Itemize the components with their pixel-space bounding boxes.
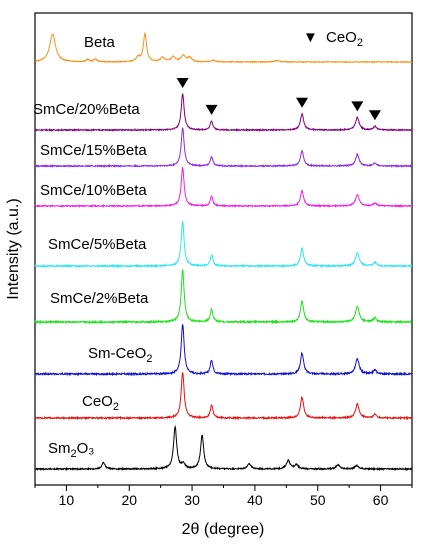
series-label: SmCe/10%Beta bbox=[40, 182, 147, 199]
series-label: CeO2 bbox=[82, 393, 119, 413]
series-8: Sm2O₃ bbox=[34, 425, 413, 472]
ceo2-peak-marker bbox=[205, 104, 218, 115]
x-tick-label: 10 bbox=[59, 492, 75, 508]
series-5: SmCe/2%Beta bbox=[34, 268, 413, 325]
series-label: SmCe/20%Beta bbox=[33, 101, 140, 118]
series-line bbox=[34, 220, 413, 269]
series-label: SmCe/15%Beta bbox=[40, 142, 147, 159]
series-7: CeO2 bbox=[34, 372, 413, 421]
y-axis-title: Intensity (a.u.) bbox=[5, 198, 22, 299]
series-label: Sm2O₃ bbox=[48, 440, 94, 460]
legend-ceo2-label: CeO2 bbox=[326, 29, 363, 49]
series-line bbox=[34, 324, 413, 377]
series-line bbox=[34, 127, 413, 169]
x-tick-label: 50 bbox=[310, 492, 326, 508]
x-tick-label: 60 bbox=[373, 492, 389, 508]
x-tick-layer: 10 20 30 40 50 60 bbox=[34, 485, 413, 508]
ceo2-peak-marker bbox=[296, 97, 309, 108]
series-line bbox=[34, 31, 413, 64]
series-0: Beta bbox=[34, 31, 413, 64]
series-label: SmCe/2%Beta bbox=[50, 290, 149, 307]
series-label: Sm-CeO2 bbox=[88, 345, 152, 365]
series-label: SmCe/5%Beta bbox=[48, 236, 147, 253]
series-line bbox=[34, 425, 413, 472]
series-6: Sm-CeO2 bbox=[34, 324, 413, 377]
series-line bbox=[34, 268, 413, 325]
x-tick-label: 20 bbox=[121, 492, 137, 508]
legend-ceo2-marker: ▼ bbox=[303, 29, 318, 46]
ceo2-peak-marker bbox=[176, 77, 189, 88]
series-3: SmCe/10%Beta bbox=[34, 165, 413, 208]
series-line bbox=[34, 93, 413, 133]
series-4: SmCe/5%Beta bbox=[34, 220, 413, 269]
series-line bbox=[34, 372, 413, 421]
ceo2-peak-marker bbox=[351, 101, 364, 112]
ceo2-marker-layer bbox=[176, 77, 381, 121]
x-tick-label: 40 bbox=[247, 492, 263, 508]
x-axis-title: 2θ (degree) bbox=[182, 521, 265, 538]
series-layer: Beta SmCe/20%Beta SmCe/15%Beta SmCe/10%Beta… bbox=[33, 31, 413, 472]
series-line bbox=[34, 165, 413, 208]
series-label: Beta bbox=[84, 34, 116, 51]
x-tick-label: 30 bbox=[184, 492, 200, 508]
ceo2-peak-marker bbox=[368, 110, 381, 121]
series-2: SmCe/15%Beta bbox=[34, 127, 413, 169]
series-1: SmCe/20%Beta bbox=[33, 93, 413, 133]
